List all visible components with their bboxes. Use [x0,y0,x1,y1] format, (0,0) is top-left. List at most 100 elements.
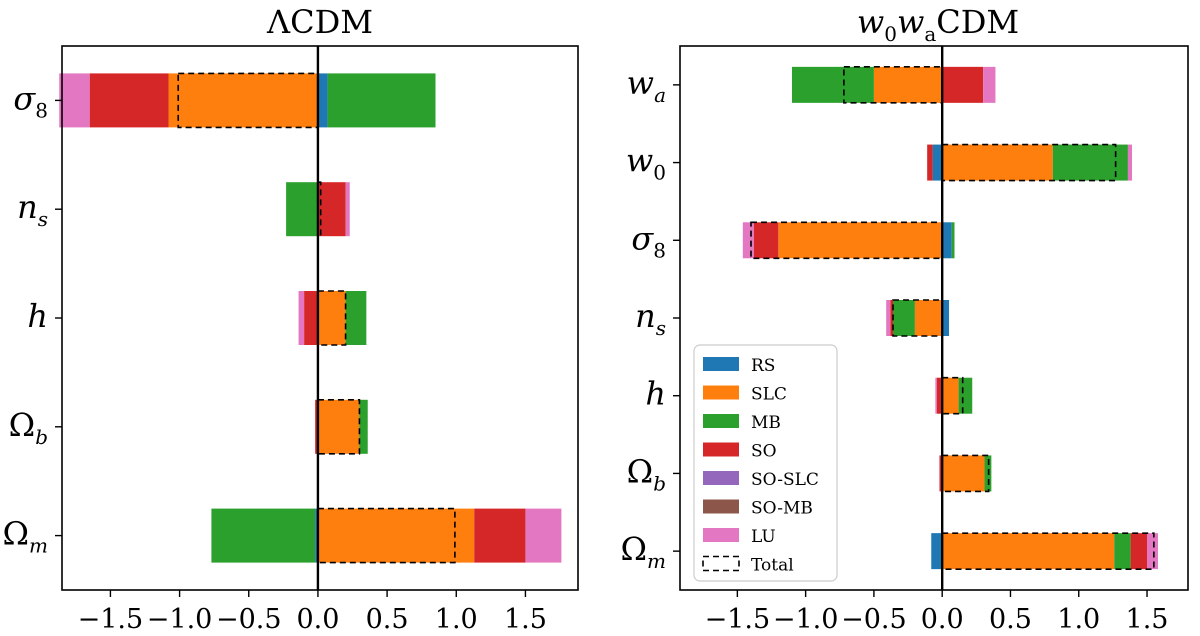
total-box-0 [177,72,319,129]
total-box-5 [941,454,990,493]
legend-swatch-so [703,442,739,457]
bar-mb-1 [1052,144,1128,181]
bar-slc-3 [914,300,943,336]
bar-lu-3 [886,300,891,336]
y-tick-label-5: Ωb [627,452,666,495]
x-tick-label-5: 1.0 [1057,604,1100,635]
bar-slc-0 [873,66,943,103]
bar-so-2 [304,291,318,345]
bar-so-1 [317,182,346,237]
total-box-1 [317,181,322,237]
y-tick-label-4: Ωm [3,515,49,558]
legend-label-so-mb: SO-MB [751,499,813,519]
bar-slc-1 [942,144,1053,181]
total-box-2 [317,290,347,346]
x-tick-label-4: 0.5 [989,604,1032,635]
bar-mb-0 [791,66,874,103]
y-tick-label-0: wa [627,64,666,107]
bar-rs-3 [942,300,950,336]
legend-swatch-so-slc [703,471,739,485]
panel-lcdm: ΛCDM σ8 ns h Ωb Ωm −1.5 −1.0 −0.5 0.0 0.5 1.0 1.5 [3,3,579,635]
bar-rs-0 [317,73,328,128]
y-tick-label-1: ns [17,188,48,231]
bar-slc-0 [168,73,318,128]
bar-mb-2 [345,291,367,345]
panel-title-lcdm: ΛCDM [266,3,373,41]
bar-rs-4 [315,508,318,563]
bar-so-3 [890,300,894,336]
bar-lu-4 [935,377,937,414]
bar-slc-3 [317,399,360,454]
x-tick-label-4: 0.5 [366,604,409,635]
x-tick-label-3: 0.0 [921,604,964,635]
bar-slc-5 [942,455,985,492]
x-ticks-lcdm: −1.5 −1.0 −0.5 0.0 0.5 1.0 1.5 [78,590,547,635]
bar-lu-0 [59,73,90,128]
x-tick-label-1: −1.0 [147,604,213,635]
legend-swatch-slc [703,385,739,400]
bar-mb-3 [359,399,368,454]
x-ticks-w0wacdm: −1.5 −1.0 −0.5 0.0 0.5 1.0 1.5 [705,590,1169,635]
x-tick-label-0: −1.5 [705,604,771,635]
x-tick-label-6: 1.5 [504,604,547,635]
legend-label-rs: RS [751,356,775,376]
legend: RS SLC MB SO SO-SLC SO-MB LU Total [693,344,838,582]
bar-mb-4 [958,377,973,414]
legend-label-so-slc: SO-SLC [751,470,819,490]
x-tick-label-3: 0.0 [296,604,339,635]
legend-swatch-total [702,555,740,572]
x-tick-label-0: −1.5 [78,604,144,635]
bar-mb-1 [286,182,318,237]
legend-swatch-rs [703,357,739,371]
legend-label-slc: SLC [751,385,787,405]
title-w0-symbol: w [857,3,884,41]
bar-so-0 [89,73,169,128]
axes-frame-w0wacdm [679,45,1189,591]
legend-label-lu: LU [751,527,776,547]
title-cdm: CDM [936,3,1019,41]
bar-lu-0 [983,66,996,103]
axes-frame-lcdm [61,45,579,591]
bar-so-1 [927,144,933,181]
total-box-2 [750,221,943,260]
bar-slc-2 [317,291,346,345]
x-tick-label-6: 1.5 [1126,604,1169,635]
x-tick-label-2: −0.5 [841,604,907,635]
y-tick-label-2: σ8 [631,219,666,262]
legend-swatch-so-mb [703,499,739,514]
bar-mb-6 [1114,533,1131,570]
bar-slc-4 [942,377,959,414]
bar-rs-2 [942,222,952,259]
panel-title-w0wacdm: w0waCDM [857,3,1019,46]
bar-lu-1 [1127,144,1133,181]
legend-label-total: Total [751,556,794,576]
total-box-0 [843,66,943,104]
y-tick-label-6: Ωm [621,530,667,573]
legend-label-so: SO [751,442,777,462]
bar-so-4 [474,508,526,563]
bar-so-5 [939,455,943,492]
legend-swatch-lu [703,528,739,542]
legend-label-mb: MB [751,413,781,433]
bar-lu-2 [742,222,754,259]
bar-slc-2 [778,222,943,259]
y-tick-label-1: w0 [626,142,666,185]
bar-lu-1 [345,182,350,237]
bars-w0wacdm [742,66,1158,570]
legend-swatch-mb [703,414,739,428]
bar-so-2 [753,222,779,259]
bar-so-6 [1130,533,1148,570]
y-ticks-w0wacdm: wa w0 σ8 ns h Ωb Ωm [621,64,680,573]
bar-so-0 [942,66,984,103]
bar-mb-4 [211,508,316,563]
bar-mb-0 [327,73,436,128]
bar-rs-6 [931,533,943,570]
total-box-3 [892,299,943,337]
bars-lcdm [59,73,562,563]
y-ticks-lcdm: σ8 ns h Ωb Ωm [3,79,62,558]
x-tick-label-1: −1.0 [773,604,839,635]
y-tick-label-4: h [645,375,666,413]
y-tick-label-3: ns [635,297,666,340]
title-wa-symbol: w [897,3,924,41]
